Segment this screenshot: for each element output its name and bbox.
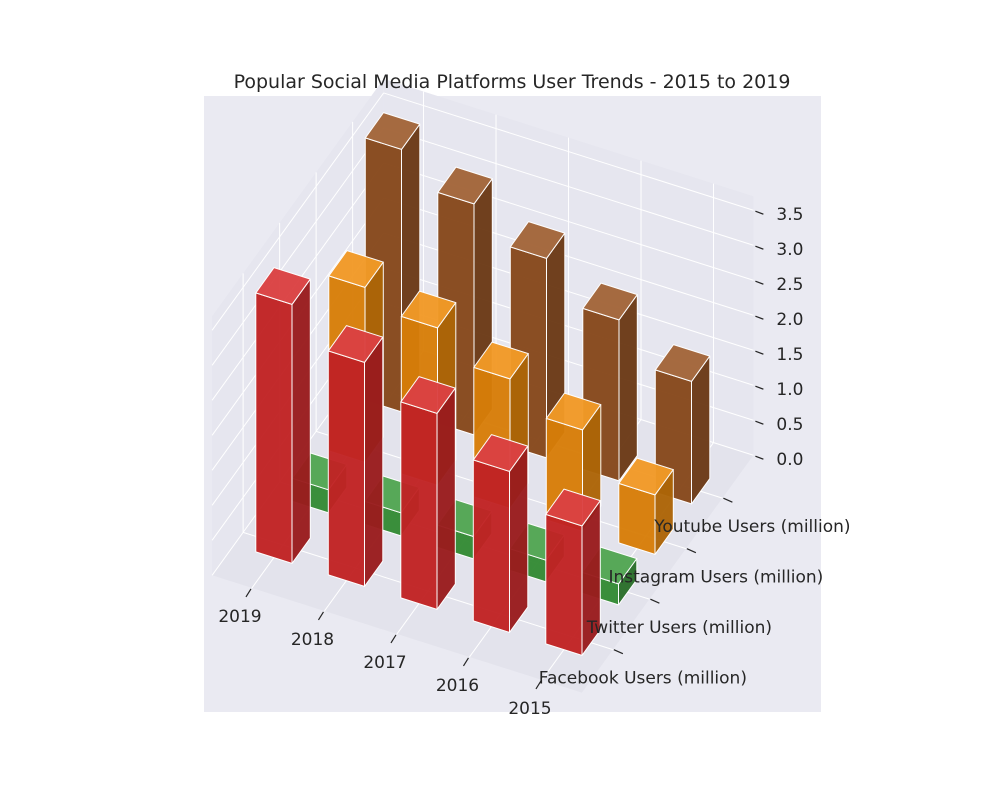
bar-front-face (472, 459, 510, 633)
z-tick-label: 3.0 (776, 240, 803, 260)
bar-top-face (545, 488, 601, 527)
y-tick-label: Twitter Users (million) (586, 618, 772, 638)
bar-top-face (618, 457, 674, 496)
z-grid-line (211, 92, 385, 331)
bar-front-face (327, 350, 365, 587)
y-tick-mark (613, 649, 624, 655)
x-tick-mark (462, 657, 469, 667)
y-tick-label: Youtube Users (million) (653, 517, 850, 537)
bar-top-face (255, 267, 311, 305)
bar-front-face (545, 513, 583, 656)
y-axis-ticks: Facebook Users (million) Twitter Users (m… (539, 497, 851, 689)
z-tick-label: 0.5 (776, 415, 803, 435)
y-tick-mark (650, 598, 660, 604)
bar-front-face (255, 292, 293, 564)
z-tick-label: 2.5 (776, 275, 803, 295)
bar-side-face (291, 278, 311, 564)
bar-top-face (582, 282, 638, 321)
x-tick-label: 2018 (291, 630, 334, 650)
bar-top-face (400, 290, 457, 329)
x-tick-mark (535, 680, 542, 690)
bar-side-face (436, 387, 456, 610)
x-tick-mark (390, 634, 397, 644)
x-tick-label: 2015 (508, 699, 551, 719)
bar (472, 434, 529, 633)
z-tick-label: 3.5 (776, 205, 803, 225)
y-tick-label: Facebook Users (million) (539, 669, 747, 689)
bar-side-face (509, 445, 529, 633)
x-tick-label: 2016 (436, 676, 479, 696)
bar-top-face (328, 250, 384, 288)
y-tick-mark (686, 548, 697, 554)
bar-top-face (472, 434, 529, 472)
x-tick-mark (245, 588, 252, 598)
x-tick-label: 2019 (218, 607, 261, 627)
z-tick-mark (755, 455, 764, 460)
bar-top-face (400, 376, 456, 414)
z-tick-mark (755, 385, 764, 390)
bar-top-face (327, 325, 384, 363)
y-tick-mark (723, 497, 733, 503)
bar (654, 344, 711, 505)
bar (327, 325, 384, 587)
z-tick-mark (755, 350, 764, 355)
z-tick-label: 1.5 (776, 345, 803, 365)
bar (545, 488, 601, 656)
bar (255, 267, 311, 564)
z-tick-mark (755, 420, 764, 425)
z-tick-mark (755, 245, 764, 250)
bar-top-face (545, 392, 602, 431)
z-tick-label: 2.0 (776, 310, 803, 330)
y-tick-label: Instagram Users (million) (608, 568, 823, 588)
bar-top-face (437, 166, 493, 205)
z-tick-label: 1.0 (776, 380, 803, 400)
bar-top-face (654, 344, 711, 382)
chart-title: Popular Social Media Platforms User Tren… (234, 71, 791, 93)
z-axis-ticks: 0.0 0.5 1.0 1.5 2.0 2.5 3.0 3.5 (755, 205, 803, 470)
bar-front-face (618, 482, 656, 555)
bar-top-face (364, 112, 421, 150)
z-tick-label: 0.0 (776, 450, 803, 470)
bar-top-face (473, 341, 529, 380)
x-tick-mark (317, 611, 324, 621)
bar-side-face (618, 294, 638, 482)
z-tick-mark (755, 280, 764, 285)
z-grid-line (211, 127, 385, 366)
z-tick-mark (755, 210, 764, 215)
z-tick-mark (755, 315, 764, 320)
bar (618, 457, 674, 555)
bar-top-face (509, 221, 566, 259)
bars (255, 112, 711, 656)
bar-front-face (400, 401, 438, 610)
x-axis-ticks: 2019 2018 2017 2016 2015 (218, 588, 552, 719)
bar (400, 376, 456, 610)
bar-side-face (364, 336, 384, 587)
x-tick-label: 2017 (363, 653, 406, 673)
